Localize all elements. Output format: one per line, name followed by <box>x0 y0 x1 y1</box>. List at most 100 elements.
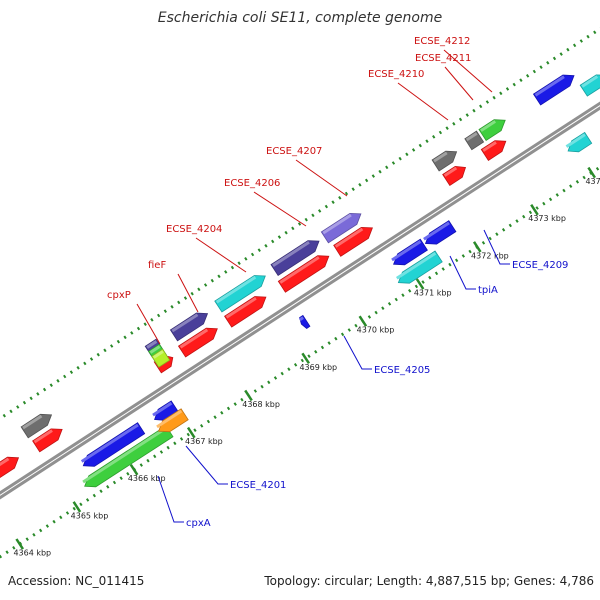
kbp-tick-mark <box>244 389 253 402</box>
cyan-gene-block-highlight <box>215 275 257 304</box>
green-gene-block[interactable] <box>84 425 174 488</box>
gene-label-ecse_4209[interactable]: ECSE_4209 <box>512 260 568 271</box>
kbp-tick-mark <box>129 464 139 476</box>
red-gene-block-highlight <box>334 227 364 248</box>
red-gene-block-highlight <box>279 256 320 284</box>
gene-label-cpxa[interactable]: cpxA <box>186 518 211 529</box>
kbp-tick-mark <box>72 501 82 513</box>
blue-gene-block-highlight <box>298 316 304 322</box>
backbone-line <box>0 106 600 500</box>
orange-gene-block-highlight <box>156 409 183 429</box>
cyan-gene-block[interactable] <box>567 131 593 153</box>
gene-features <box>0 74 600 488</box>
gene-label-ecse_4210[interactable]: ECSE_4210 <box>368 69 424 80</box>
red-gene-block[interactable] <box>333 226 373 257</box>
gray-gene-block[interactable] <box>464 130 485 151</box>
gene-label-ecse_4201[interactable]: ECSE_4201 <box>230 480 286 491</box>
blue-gene-block[interactable] <box>424 220 457 245</box>
green-gene-block-highlight <box>82 426 167 484</box>
red-gene-block[interactable] <box>177 327 218 358</box>
gene-label-leader <box>483 229 510 265</box>
blue-gene-block-highlight <box>152 401 173 417</box>
gray-gene-block-highlight <box>22 414 43 430</box>
cyan-gene-block-highlight <box>581 75 599 88</box>
navy-gene-block[interactable] <box>169 312 209 342</box>
gene-label-ecse_4204[interactable]: ECSE_4204 <box>166 224 222 235</box>
gene-label-leader <box>157 475 184 523</box>
green-gene-block[interactable] <box>478 119 506 141</box>
gray-gene-block-highlight <box>465 132 478 142</box>
kbp-tick-mark <box>358 315 368 327</box>
kbp-tick-label: 4374 kbp <box>585 177 600 186</box>
kbp-tick-label: 4364 kbp <box>13 549 51 558</box>
kbp-tick-label: 4368 kbp <box>242 400 280 409</box>
blue-gene-block[interactable] <box>532 74 575 106</box>
gene-label-leader <box>444 66 474 101</box>
red-gene-block[interactable] <box>277 255 330 293</box>
outer-guide-dots <box>0 27 600 421</box>
blue-gene-block-highlight <box>423 221 450 241</box>
gene-label-ecse_4205[interactable]: ECSE_4205 <box>374 365 430 376</box>
gene-label-leader <box>295 159 348 197</box>
red-gene-block[interactable] <box>480 140 507 161</box>
gene-label-ecse_4212[interactable]: ECSE_4212 <box>414 36 470 47</box>
purple-gene-block[interactable] <box>320 212 362 244</box>
gene-label-leader <box>253 191 307 227</box>
kbp-ticks: 4364 kbp 4365 kbp 4366 kbp 4367 kbp 4368 kbp… <box>13 166 600 558</box>
accession-text: Accession: NC_011415 <box>8 574 145 588</box>
kbp-tick-label: 4366 kbp <box>128 474 166 483</box>
navy-gene-block-highlight <box>146 340 158 349</box>
gene-label-leader <box>177 273 199 313</box>
red-gene-block[interactable] <box>32 428 63 453</box>
blue-gene-block-highlight <box>80 423 139 463</box>
kbp-tick-label: 4372 kbp <box>471 251 509 260</box>
gene-label-leader <box>443 49 493 93</box>
inner-guide-dots <box>0 165 600 559</box>
red-gene-block[interactable] <box>224 296 267 328</box>
purple-gene-block-highlight <box>322 213 352 235</box>
gene-label-leader <box>185 445 228 485</box>
blue-gene-block[interactable] <box>393 238 428 266</box>
gray-gene-block[interactable] <box>20 413 53 439</box>
navy-gene-block[interactable] <box>270 240 320 277</box>
gene-label-ecse_4207[interactable]: ECSE_4207 <box>266 146 322 157</box>
gene-label-cpxp[interactable]: cpxP <box>107 290 131 301</box>
gene-label-ecse_4206[interactable]: ECSE_4206 <box>224 178 280 189</box>
cyan-gene-block[interactable] <box>397 250 443 284</box>
kbp-tick-mark <box>530 204 539 216</box>
kbp-tick-mark <box>472 241 482 253</box>
gene-label-leader <box>397 82 449 121</box>
red-gene-block[interactable] <box>442 165 467 186</box>
navy-gene-block-highlight <box>272 241 310 267</box>
cyan-gene-block[interactable] <box>579 74 600 97</box>
lime-gene-block[interactable] <box>151 348 171 368</box>
gray-gene-block[interactable] <box>431 150 458 172</box>
blue-gene-block[interactable] <box>82 422 146 467</box>
red-gene-block-highlight <box>225 297 257 319</box>
cyan-gene-block-highlight <box>565 133 586 148</box>
gene-label-leader <box>136 303 161 345</box>
backbone-line <box>0 101 600 495</box>
green-gene-block-highlight <box>480 120 496 132</box>
gene-label-leader <box>343 335 372 370</box>
gene-label-fief[interactable]: fieF <box>148 260 166 271</box>
kbp-tick-label: 4365 kbp <box>71 511 109 520</box>
kbp-tick-label: 4371 kbp <box>414 289 452 298</box>
red-gene-block-highlight <box>0 457 10 467</box>
gene-label-ecse_4211[interactable]: ECSE_4211 <box>415 53 471 64</box>
orange-gene-block[interactable] <box>158 408 189 433</box>
green-gene-block-highlight <box>149 345 161 354</box>
genome-summary-text: Topology: circular; Length: 4,887,515 bp… <box>264 574 594 588</box>
navy-gene-block-highlight <box>171 313 199 333</box>
gene-label-tpia[interactable]: tpiA <box>478 285 498 296</box>
cyan-gene-block-highlight <box>396 252 437 280</box>
red-gene-block-highlight <box>482 141 497 152</box>
blue-gene-block-highlight <box>534 75 565 97</box>
gray-gene-block-highlight <box>433 151 448 163</box>
kbp-tick-label: 4369 kbp <box>299 363 337 372</box>
red-gene-block-highlight <box>443 166 458 177</box>
cyan-gene-block[interactable] <box>214 275 266 313</box>
kbp-tick-label: 4373 kbp <box>528 214 566 223</box>
